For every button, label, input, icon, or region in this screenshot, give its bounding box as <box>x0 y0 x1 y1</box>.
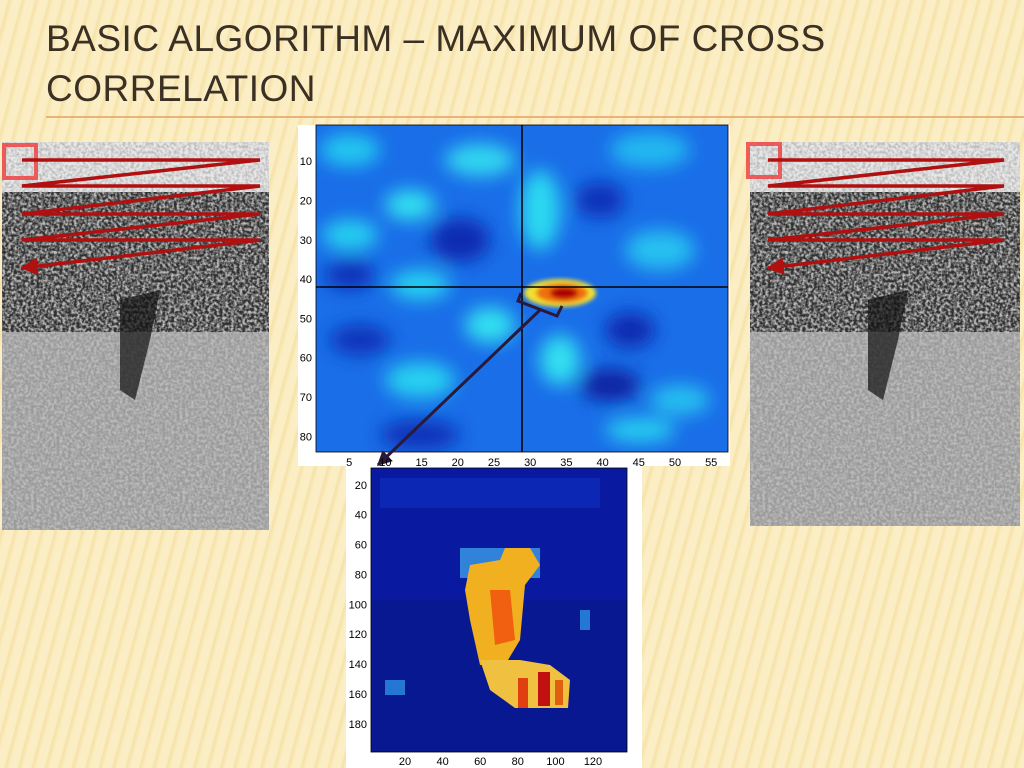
x-tick-label: 20 <box>452 457 464 469</box>
x-tick-label: 15 <box>415 457 427 469</box>
y-tick-label: 60 <box>355 540 367 552</box>
x-tick-label: 10 <box>379 457 391 469</box>
y-tick-label: 50 <box>300 313 312 325</box>
x-tick-label: 30 <box>524 457 536 469</box>
slide-title: BASIC ALGORITHM – MAXIMUM OF CROSS CORRE… <box>46 18 826 109</box>
y-tick-label: 120 <box>349 629 367 641</box>
x-tick-label: 100 <box>546 756 564 768</box>
x-tick-label: 40 <box>596 457 608 469</box>
y-tick-label: 20 <box>355 480 367 492</box>
y-tick-label: 40 <box>300 274 312 286</box>
x-tick-label: 5 <box>346 457 352 469</box>
x-tick-label: 45 <box>633 457 645 469</box>
x-tick-label: 20 <box>399 756 411 768</box>
x-tick-label: 120 <box>584 756 602 768</box>
y-tick-label: 40 <box>355 510 367 522</box>
y-tick-label: 80 <box>300 431 312 443</box>
x-tick-label: 50 <box>669 457 681 469</box>
y-tick-label: 70 <box>300 392 312 404</box>
y-tick-label: 80 <box>355 569 367 581</box>
result-plot <box>346 466 642 768</box>
left-frame-image <box>2 142 269 530</box>
y-tick-label: 160 <box>349 689 367 701</box>
x-tick-label: 25 <box>488 457 500 469</box>
x-tick-label: 80 <box>512 756 524 768</box>
x-tick-label: 35 <box>560 457 572 469</box>
y-tick-label: 20 <box>300 196 312 208</box>
y-tick-label: 10 <box>300 156 312 168</box>
y-tick-label: 30 <box>300 235 312 247</box>
right-frame-image <box>746 142 1020 526</box>
y-tick-label: 180 <box>349 719 367 731</box>
cross-correlation-plot <box>298 124 730 467</box>
x-tick-label: 60 <box>474 756 486 768</box>
y-tick-label: 140 <box>349 659 367 671</box>
x-tick-label: 55 <box>705 457 717 469</box>
y-tick-label: 60 <box>300 353 312 365</box>
y-tick-label: 100 <box>349 599 367 611</box>
x-tick-label: 40 <box>436 756 448 768</box>
